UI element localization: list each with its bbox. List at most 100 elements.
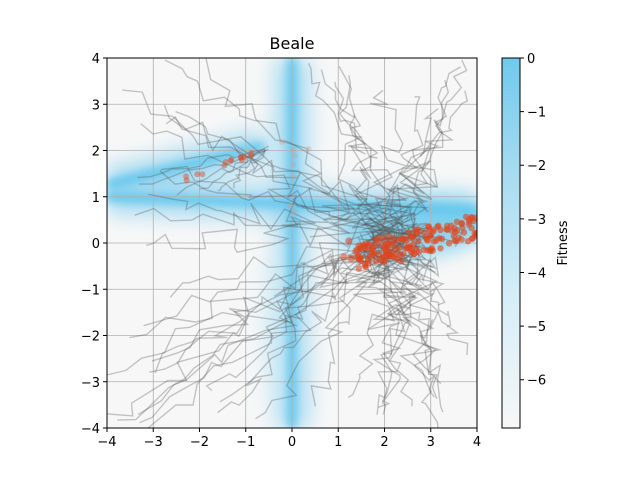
grid-lines [107,58,477,428]
trajectory-line [365,89,409,249]
trajectory-line [255,223,428,420]
trajectory-line [307,62,418,261]
trajectory-line [147,234,400,428]
population-point [471,230,477,237]
population-point [395,244,403,252]
population-point [183,177,190,184]
colorbar-ticks: 0 −1 −2 −3 −4 −5 −6 [520,52,546,389]
population-point [290,173,297,180]
population-point [279,139,286,146]
population-point [466,218,473,225]
population-point [373,240,381,249]
y-tick-label: −1 [81,283,100,298]
population-point [444,226,451,233]
x-tick-label: 1 [334,435,342,450]
population-point [424,237,431,244]
population-point [458,220,466,227]
population-point [374,250,383,258]
population-point [241,153,248,160]
trajectory-line [140,123,405,244]
trajectory-line [139,145,269,185]
population-point [432,237,440,244]
trajectory-line [146,217,417,253]
population-point [287,202,294,209]
trajectory-line [199,148,269,190]
trajectory-line [217,149,266,192]
colorbar-tick-label: −5 [527,320,546,335]
population-point [352,247,360,255]
trajectory-line [137,238,391,416]
population-point [199,171,206,178]
trajectory-line [217,230,398,414]
valley-core [107,141,266,191]
trajectory-line [357,236,443,428]
x-tick-label: −3 [144,435,163,450]
trajectory-line [219,235,405,403]
trajectory-line [370,108,439,241]
population-point [355,265,363,272]
y-tick-label: −4 [81,422,100,437]
population-point [379,257,387,266]
population-point [360,242,368,250]
population-point [374,235,382,243]
population-point [194,171,201,178]
plot-area [107,58,477,428]
population-point [227,157,234,164]
population-point [289,146,296,153]
y-tick-label: −3 [81,376,100,391]
trajectory-line [338,66,409,250]
vertical-valley-spread [264,236,293,417]
trajectory-line [169,245,425,298]
population-point [415,237,422,245]
y-tick-label: 0 [92,237,100,252]
trajectory-line [107,226,420,376]
population-point [425,223,432,231]
y-tick-label: −2 [81,330,100,345]
population-point [340,253,348,261]
x-tick-label: 4 [473,435,481,450]
population-point [228,156,235,163]
population-point [221,162,228,169]
trajectory-line [122,89,409,235]
x-tick-label: −1 [236,435,255,450]
population-point [397,257,405,265]
trajectory-line [117,230,425,421]
population-point [385,250,393,258]
population-point [364,255,373,263]
colorbar-tick-label: −6 [527,374,546,389]
trajectory-line [368,225,446,306]
population-point [468,224,475,232]
population-point [420,229,428,236]
colorbar-tick-label: −1 [527,106,546,121]
trajectory-line [205,230,389,392]
population-point [248,152,255,159]
trajectory-line [366,66,462,243]
colorbar-label: Fitness [556,220,571,265]
y-tick-label: 1 [92,191,100,206]
population-point [427,232,434,239]
trajectory-line [129,222,418,339]
trajectory-line [334,81,419,250]
x-tick-label: −2 [190,435,209,450]
population-point [460,229,468,236]
colorbar-tick-label: 0 [527,52,535,67]
population-point [305,146,312,153]
x-tick-label: −4 [97,435,116,450]
population-point [458,236,465,243]
trajectory-line [160,165,431,263]
trajectory-line [356,226,429,407]
trajectory-line [386,80,450,239]
trajectory-line [233,149,267,189]
trajectory-line [369,59,468,250]
population-points [183,139,477,272]
population-point [414,229,421,237]
trajectory-line [205,58,407,239]
trajectory-line [176,150,265,196]
trajectory-line [338,75,434,255]
population-point [407,245,415,253]
x-tick-label: 3 [427,435,435,450]
population-point [379,241,387,249]
population-point [452,229,459,236]
trajectory-line [147,193,401,231]
